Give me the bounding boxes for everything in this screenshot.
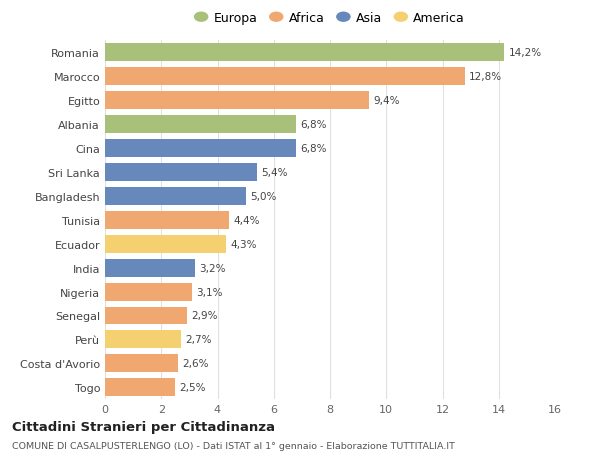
Bar bbox=[105, 330, 181, 349]
Text: 6,8%: 6,8% bbox=[301, 144, 327, 154]
Bar bbox=[105, 259, 195, 277]
Bar bbox=[105, 164, 257, 181]
Bar bbox=[105, 92, 370, 110]
Bar bbox=[105, 211, 229, 229]
Bar bbox=[105, 116, 296, 134]
Text: 6,8%: 6,8% bbox=[301, 120, 327, 130]
Text: 14,2%: 14,2% bbox=[509, 48, 542, 58]
Bar bbox=[105, 354, 178, 373]
Text: 2,6%: 2,6% bbox=[182, 358, 209, 369]
Text: 5,4%: 5,4% bbox=[261, 168, 287, 178]
Text: 4,4%: 4,4% bbox=[233, 215, 259, 225]
Text: 4,3%: 4,3% bbox=[230, 239, 257, 249]
Text: 12,8%: 12,8% bbox=[469, 72, 502, 82]
Bar bbox=[105, 378, 175, 396]
Bar bbox=[105, 283, 192, 301]
Bar bbox=[105, 68, 465, 86]
Legend: Europa, Africa, Asia, America: Europa, Africa, Asia, America bbox=[193, 10, 467, 28]
Bar bbox=[105, 44, 505, 62]
Text: 2,9%: 2,9% bbox=[191, 311, 217, 321]
Text: Cittadini Stranieri per Cittadinanza: Cittadini Stranieri per Cittadinanza bbox=[12, 420, 275, 433]
Bar bbox=[105, 140, 296, 157]
Text: 2,7%: 2,7% bbox=[185, 335, 212, 345]
Text: 9,4%: 9,4% bbox=[374, 96, 400, 106]
Bar bbox=[105, 187, 245, 205]
Text: 5,0%: 5,0% bbox=[250, 191, 276, 202]
Bar bbox=[105, 235, 226, 253]
Text: COMUNE DI CASALPUSTERLENGO (LO) - Dati ISTAT al 1° gennaio - Elaborazione TUTTIT: COMUNE DI CASALPUSTERLENGO (LO) - Dati I… bbox=[12, 441, 455, 450]
Text: 2,5%: 2,5% bbox=[179, 382, 206, 392]
Bar bbox=[105, 307, 187, 325]
Text: 3,2%: 3,2% bbox=[199, 263, 226, 273]
Text: 3,1%: 3,1% bbox=[196, 287, 223, 297]
